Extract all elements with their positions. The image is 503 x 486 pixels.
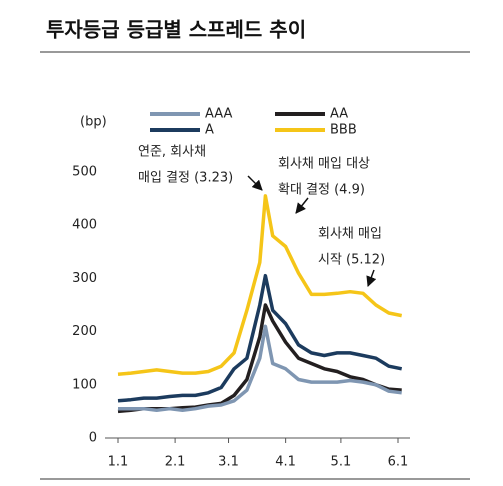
x-tick-label: 3.1 [218, 455, 239, 470]
annotation: 회사채 매입 대상 [278, 157, 370, 172]
series-line [117, 194, 403, 376]
y-tick-label: 300 [72, 271, 97, 286]
legend-label: BBB [330, 123, 357, 138]
y-tick-label: 100 [72, 377, 97, 392]
annotation: 연준, 회사채 [138, 145, 206, 160]
annotation: 매입 결정 (3.23) [138, 171, 233, 186]
y-tick-label: 400 [72, 218, 97, 233]
annotation-arrow [247, 175, 263, 191]
series-line [118, 324, 402, 413]
annotation: 확대 결정 (4.9) [278, 183, 365, 198]
annotation-arrow [366, 269, 377, 287]
annotation-arrow [295, 197, 309, 214]
x-tick-label: 2.1 [165, 455, 186, 470]
x-tick-label: 4.1 [275, 455, 296, 470]
legend-label: AA [330, 107, 348, 122]
annotation: 회사채 매입 [318, 227, 382, 242]
x-tick-label: 5.1 [331, 455, 352, 470]
legend-label: A [205, 123, 214, 138]
y-tick-label: 0 [89, 431, 97, 446]
y-tick-label: 500 [72, 165, 97, 180]
x-tick-label: 1.1 [108, 455, 129, 470]
legend-label: AAA [205, 107, 233, 122]
x-tick-label: 6.1 [388, 455, 409, 470]
annotation: 시작 (5.12) [318, 253, 385, 268]
chart-title: 투자등급 등급별 스프레드 추이 [46, 18, 306, 42]
series-line [117, 273, 403, 403]
y-axis-label: (bp) [80, 115, 107, 130]
y-tick-label: 200 [72, 324, 97, 339]
